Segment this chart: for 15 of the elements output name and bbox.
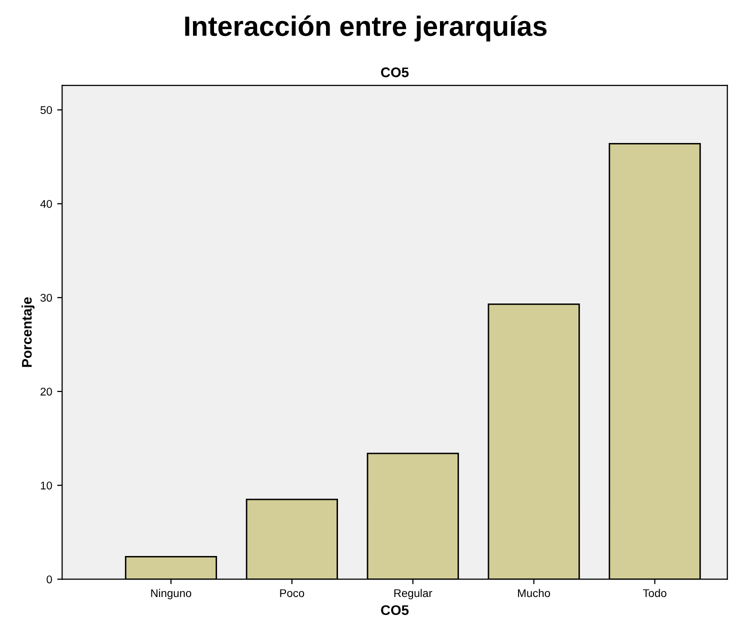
y-tick-label: 0 bbox=[46, 575, 52, 584]
chart-title: Interacción entre jerarquías bbox=[185, 15, 547, 42]
chart-subtitle: CO5 bbox=[381, 67, 409, 78]
x-tick-label: Poco bbox=[280, 589, 304, 598]
x-tick-label: Mucho bbox=[518, 588, 550, 598]
y-tick-label: 50 bbox=[40, 106, 52, 114]
x-tick-label: Todo bbox=[642, 588, 666, 598]
y-axis-title: Porcentaje bbox=[22, 297, 34, 367]
x-axis-title: CO5 bbox=[381, 605, 409, 616]
x-tick-label: Ninguno bbox=[151, 588, 192, 600]
y-tick-label: 10 bbox=[40, 482, 52, 490]
y-tick-label: 30 bbox=[40, 294, 52, 302]
y-tick-label: 40 bbox=[40, 200, 52, 208]
y-tick-label: 20 bbox=[40, 388, 52, 396]
x-tick-label: Regular bbox=[394, 588, 432, 600]
